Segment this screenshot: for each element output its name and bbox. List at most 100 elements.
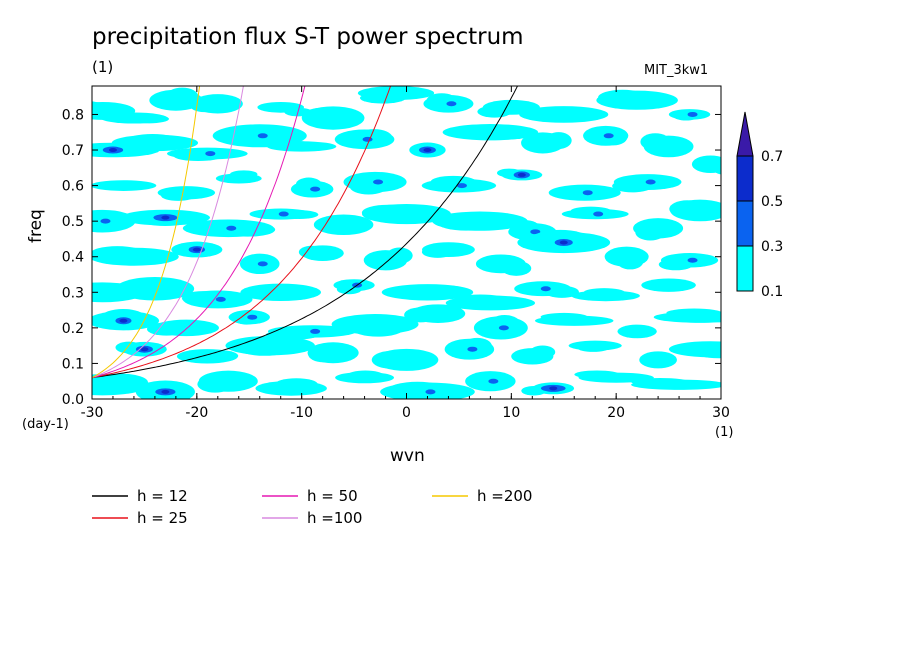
contour-patch bbox=[197, 375, 233, 393]
contour-patch bbox=[574, 370, 620, 379]
contour-patch-level-3 bbox=[549, 386, 558, 391]
contour-patch bbox=[453, 294, 508, 307]
y-tick-label: 0.0 bbox=[62, 392, 84, 408]
contour-patch bbox=[693, 345, 721, 359]
contour-patch bbox=[501, 260, 532, 276]
contour-patch-level-2 bbox=[467, 346, 478, 352]
colorbar-label: 0.5 bbox=[761, 194, 783, 210]
contour-patch bbox=[666, 308, 721, 318]
y-tick-label: 0.2 bbox=[62, 321, 84, 337]
contour-patch-level-2 bbox=[373, 179, 384, 185]
x-axis-label: wvn bbox=[390, 446, 425, 466]
legend-entry: h =200 bbox=[477, 487, 532, 505]
contour-patch bbox=[414, 285, 470, 299]
contour-patch bbox=[115, 341, 143, 354]
model-label: MIT_3kw1 bbox=[644, 63, 709, 78]
contour-patch bbox=[598, 89, 648, 106]
colorbar: 0.7 0.5 0.3 0.1 bbox=[736, 111, 783, 300]
contour-patch bbox=[359, 92, 406, 104]
contour-patch-level-2 bbox=[257, 133, 268, 139]
contour-patch bbox=[301, 107, 340, 127]
contour-patch bbox=[462, 337, 492, 355]
contour-patch bbox=[361, 204, 416, 221]
contour-patch bbox=[600, 129, 628, 146]
dispersion-curve bbox=[92, 86, 244, 379]
y-tick-label: 0.3 bbox=[62, 285, 84, 301]
colorbar-label: 0.1 bbox=[761, 284, 783, 300]
contour-patch bbox=[201, 350, 239, 362]
contour-patch bbox=[437, 215, 495, 231]
chart-subtitle: (1) bbox=[92, 58, 114, 76]
contour-patch bbox=[625, 326, 649, 338]
contour-patch bbox=[669, 200, 706, 218]
x-tick-label: 20 bbox=[607, 405, 625, 421]
contour-patch bbox=[640, 133, 671, 151]
contour-patch-level-2 bbox=[226, 225, 237, 231]
contour-patch bbox=[337, 216, 373, 233]
contour-patch-level-3 bbox=[423, 148, 432, 153]
contour-patch bbox=[101, 308, 145, 325]
contour-patch bbox=[488, 314, 521, 334]
contour-patch-level-3 bbox=[161, 389, 170, 394]
contour-patch-level-2 bbox=[645, 179, 656, 185]
legend-entry: h = 25 bbox=[137, 509, 188, 527]
contour-patch-level-3 bbox=[108, 148, 117, 153]
x-tick-label: 30 bbox=[712, 405, 730, 421]
contour-patch-level-2 bbox=[603, 133, 614, 139]
contour-patch-level-2 bbox=[498, 325, 509, 331]
contour-patch bbox=[712, 160, 721, 175]
contour-patch bbox=[273, 140, 316, 150]
contour-patch bbox=[160, 190, 196, 201]
contour-patch bbox=[526, 108, 580, 123]
contour-patch bbox=[616, 253, 644, 270]
contour-patch-level-2 bbox=[540, 286, 551, 292]
contour-patch bbox=[220, 222, 276, 237]
dispersion-curve bbox=[92, 86, 392, 379]
colorbar-extension bbox=[736, 111, 754, 157]
contour-patch bbox=[92, 285, 119, 302]
contour-patch bbox=[92, 373, 148, 391]
contour-patch bbox=[92, 101, 107, 116]
colorbar-segment bbox=[736, 200, 754, 247]
contour-patch bbox=[135, 277, 183, 297]
y-tick-label: 0.7 bbox=[62, 143, 84, 159]
contour-patch-level-2 bbox=[310, 186, 321, 192]
contour-patch-level-2 bbox=[310, 328, 321, 334]
contour-patch bbox=[570, 206, 611, 216]
y-tick-label: 0.8 bbox=[62, 107, 84, 123]
x-tick-label: 0 bbox=[402, 405, 411, 421]
legend: h = 12 h = 25 h = 50 h =100 h =200 bbox=[92, 487, 532, 527]
x-tick-label: -20 bbox=[185, 405, 208, 421]
contour-patch bbox=[545, 132, 572, 149]
colorbar-label: 0.7 bbox=[761, 149, 783, 165]
contour-patch-level-2 bbox=[205, 151, 216, 157]
dispersion-curve bbox=[92, 86, 519, 379]
contour-patch bbox=[544, 285, 580, 298]
colorbar-segment bbox=[736, 245, 754, 292]
contour-patch bbox=[476, 126, 534, 140]
contour-patch-level-3 bbox=[140, 347, 149, 352]
contour-patch bbox=[388, 381, 446, 397]
x-tick-label: -30 bbox=[81, 405, 104, 421]
contour-patch bbox=[92, 211, 130, 230]
contour-patch bbox=[129, 114, 170, 124]
y-tick-label: 0.5 bbox=[62, 214, 84, 230]
contour-patch bbox=[166, 87, 199, 105]
contour-patch bbox=[347, 370, 383, 380]
contour-patch-level-2 bbox=[215, 296, 226, 302]
contour-patch bbox=[356, 129, 392, 145]
contour-patch bbox=[308, 345, 339, 363]
dispersion-curve bbox=[92, 86, 201, 379]
contour-patch bbox=[386, 247, 413, 264]
x-tick-label: 10 bbox=[502, 405, 520, 421]
contour-patch-level-3 bbox=[517, 172, 526, 177]
contour-patch bbox=[635, 224, 666, 241]
contour-patch bbox=[237, 340, 292, 356]
contour-patch bbox=[653, 280, 686, 292]
chart-title: precipitation flux S-T power spectrum bbox=[92, 24, 524, 50]
contour-patch-level-3 bbox=[559, 240, 568, 245]
contour-patch bbox=[631, 377, 689, 387]
y-tick-label: 0.6 bbox=[62, 179, 84, 195]
contour-patch-level-2 bbox=[425, 389, 436, 395]
